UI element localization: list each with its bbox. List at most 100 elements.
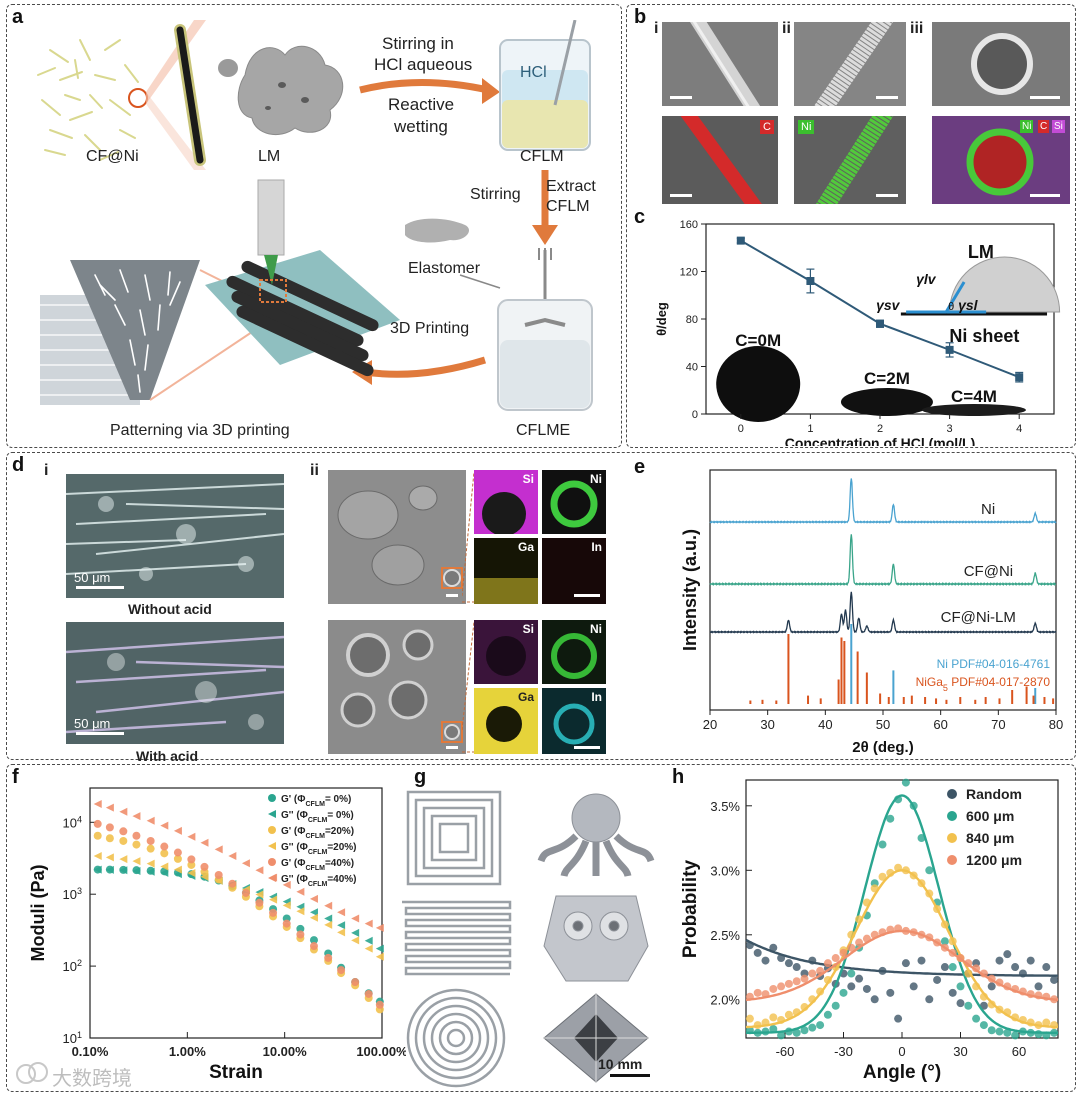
data-point — [132, 840, 141, 849]
data-point — [255, 898, 264, 907]
eds-map-in-top: In — [542, 538, 606, 604]
data-point — [1042, 1018, 1051, 1027]
legend-marker — [268, 842, 276, 850]
fit-curve-0 — [745, 938, 1058, 977]
data-point — [200, 872, 209, 881]
inset-lm-drop — [949, 256, 1061, 313]
data-point — [146, 867, 155, 876]
data-point — [940, 937, 949, 946]
plot-frame — [89, 787, 383, 1039]
single-fiber — [174, 24, 206, 166]
x-tick-label: 60 — [1012, 1044, 1026, 1059]
step2-right2: CFLM — [546, 198, 590, 215]
data-point — [800, 974, 809, 983]
scale-label-bot: 50 μm — [74, 716, 111, 731]
data-point — [187, 855, 196, 864]
panel-a-schematic — [37, 20, 593, 411]
data-point — [324, 953, 333, 962]
data-point — [1015, 373, 1024, 382]
y-tick-label: 101 — [63, 1030, 82, 1046]
data-point — [119, 866, 128, 875]
data-point — [1003, 1028, 1012, 1037]
y-tick-label: 3.5% — [710, 799, 740, 814]
data-point — [878, 872, 887, 881]
data-point — [173, 865, 182, 874]
step1-line2: HCl aqueous — [374, 55, 473, 74]
orientation-chart: -60 -30 0 30 60 2.0% 2.5% 3.0% 3.5% Angle (°) Prob… — [680, 778, 1059, 1083]
panel-label-e: e — [634, 456, 646, 478]
data-point — [839, 988, 848, 997]
x-tick-label: 100.00% — [356, 1044, 406, 1059]
data-point — [806, 277, 815, 285]
fit-curve-1 — [746, 794, 1058, 1034]
data-point — [173, 848, 182, 857]
data-point — [1003, 950, 1012, 959]
legend-marker — [947, 811, 957, 821]
data-point — [309, 942, 318, 951]
legend-label: G' (ΦCFLM= 0%) — [281, 794, 351, 808]
data-point — [364, 944, 373, 953]
data-point — [160, 849, 169, 858]
map-tag-si2: Si — [522, 622, 534, 636]
data-point — [337, 928, 346, 937]
map-tag-ni: Ni — [590, 472, 602, 486]
data-point — [132, 867, 141, 876]
beaker-hcl-label: HCl — [520, 64, 547, 81]
step1-line3: Reactive — [388, 95, 455, 114]
data-point — [800, 1026, 809, 1035]
eds-map-in-bottom: In — [542, 688, 606, 754]
y-tick-label: 160 — [680, 219, 698, 231]
data-point — [105, 803, 114, 812]
data-point — [823, 1010, 832, 1019]
eds-map-si-top: Si — [474, 470, 538, 534]
data-point — [241, 888, 250, 897]
data-point — [309, 908, 318, 917]
label-lm: LM — [258, 148, 281, 165]
data-point — [769, 943, 778, 952]
x-tick-label: 4 — [1016, 423, 1022, 435]
data-point — [214, 876, 223, 885]
circular-spiral-pattern — [406, 988, 506, 1088]
data-point — [375, 923, 384, 932]
data-point — [925, 866, 934, 875]
data-point — [769, 1024, 778, 1033]
sem-cross-section — [932, 22, 1070, 106]
x-tick-label: 40 — [818, 717, 832, 732]
legend-marker — [268, 794, 276, 802]
legend-marker — [268, 858, 276, 866]
data-point — [255, 890, 264, 899]
fit-curve-2 — [745, 869, 1059, 1029]
data-point — [784, 959, 793, 968]
ref-label-ni: Ni PDF#04-016-4761 — [937, 657, 1051, 671]
data-point — [808, 969, 817, 978]
step2-right1: Extract — [546, 178, 596, 195]
data-point — [987, 982, 996, 991]
data-point — [987, 1026, 996, 1035]
data-point — [823, 959, 832, 968]
data-point — [761, 956, 770, 965]
beaker-hcl — [499, 20, 591, 151]
data-point — [862, 984, 871, 993]
panel-label-c: c — [634, 206, 646, 228]
data-point — [119, 827, 128, 836]
data-point — [146, 859, 155, 868]
data-point — [839, 948, 848, 957]
data-point — [351, 978, 360, 987]
data-point — [105, 865, 114, 874]
data-point — [948, 988, 957, 997]
data-point — [282, 919, 291, 928]
data-point — [214, 870, 223, 879]
data-point — [375, 952, 384, 961]
y-axis-label: Intensity (a.u.) — [680, 529, 700, 651]
frame-panel-bc — [626, 4, 1076, 448]
liquid-metal-blob — [218, 45, 344, 136]
data-point — [351, 928, 360, 937]
data-point — [200, 862, 209, 871]
data-point — [132, 857, 141, 866]
inset-theta-label: θ — [948, 301, 954, 313]
data-point — [847, 982, 856, 991]
x-tick-label: 1.00% — [169, 1044, 206, 1059]
x-tick-label: 70 — [991, 717, 1005, 732]
data-point — [228, 851, 237, 860]
